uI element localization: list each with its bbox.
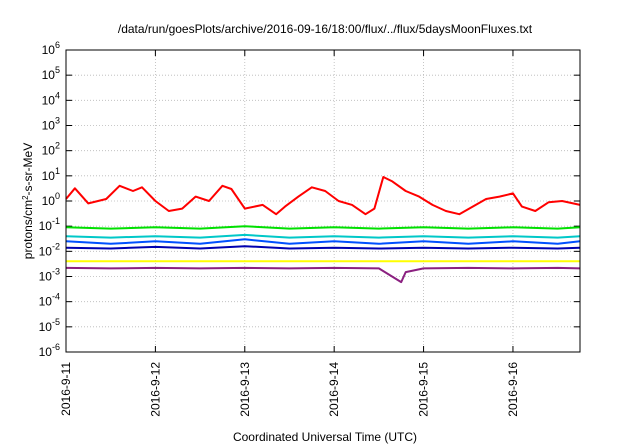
plot-frame xyxy=(65,49,581,353)
x-tick-label: 2016-9-11 xyxy=(59,362,73,416)
y-tick-label: 10-5 xyxy=(39,317,60,334)
x-tick-label: 2016-9-15 xyxy=(417,362,431,417)
series-line-3 xyxy=(65,233,581,239)
series-line-1 xyxy=(65,176,581,216)
grid-lines xyxy=(66,50,580,352)
y-tick-label: 102 xyxy=(42,141,60,158)
y-tick-label: 10-2 xyxy=(39,241,60,258)
y-tick-label: 106 xyxy=(42,40,60,57)
series-line-2 xyxy=(65,225,581,230)
x-tick-label: 2016-9-12 xyxy=(148,362,162,417)
x-tick-label: 2016-9-14 xyxy=(327,362,341,417)
y-tick-label: 10-4 xyxy=(39,292,60,309)
y-tick-label: 105 xyxy=(42,65,60,82)
data-series xyxy=(65,176,581,284)
x-tick-label: 2016-9-13 xyxy=(238,362,252,417)
y-tick-label: 100 xyxy=(42,191,60,208)
series-line-4 xyxy=(65,238,581,245)
y-tick-label: 10-1 xyxy=(39,216,60,233)
chart-title: /data/run/goesPlots/archive/2016-09-16/1… xyxy=(118,22,533,36)
axis-ticks: 10-6 10-5 10-4 10-3 10-2 10-1 100 101 102 103 104 1… xyxy=(39,40,580,417)
series-line-5 xyxy=(65,245,581,250)
x-tick-label: 2016-9-16 xyxy=(506,362,520,417)
y-tick-label: 104 xyxy=(42,90,60,107)
y-tick-label: 10-3 xyxy=(39,267,60,284)
y-axis-label: protons/cm2-s-sr-MeV xyxy=(21,143,35,259)
y-tick-label: 101 xyxy=(42,166,60,183)
y-tick-label: 103 xyxy=(42,116,60,133)
series-line-7 xyxy=(65,266,581,284)
y-tick-label: 10-6 xyxy=(39,342,60,359)
x-axis-label: Coordinated Universal Time (UTC) xyxy=(233,430,417,444)
